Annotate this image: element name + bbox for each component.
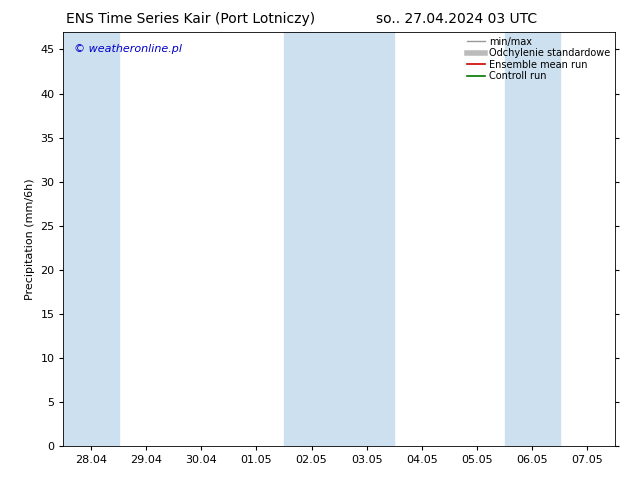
Bar	[505, 32, 560, 446]
Bar	[284, 32, 394, 446]
Text: © weatheronline.pl: © weatheronline.pl	[74, 44, 183, 54]
Legend: min/max, Odchylenie standardowe, Ensemble mean run, Controll run: min/max, Odchylenie standardowe, Ensembl…	[465, 35, 612, 83]
Text: ENS Time Series Kair (Port Lotniczy): ENS Time Series Kair (Port Lotniczy)	[66, 12, 314, 26]
Y-axis label: Precipitation (mm/6h): Precipitation (mm/6h)	[25, 178, 35, 300]
Text: so.. 27.04.2024 03 UTC: so.. 27.04.2024 03 UTC	[376, 12, 537, 26]
Bar	[63, 32, 119, 446]
